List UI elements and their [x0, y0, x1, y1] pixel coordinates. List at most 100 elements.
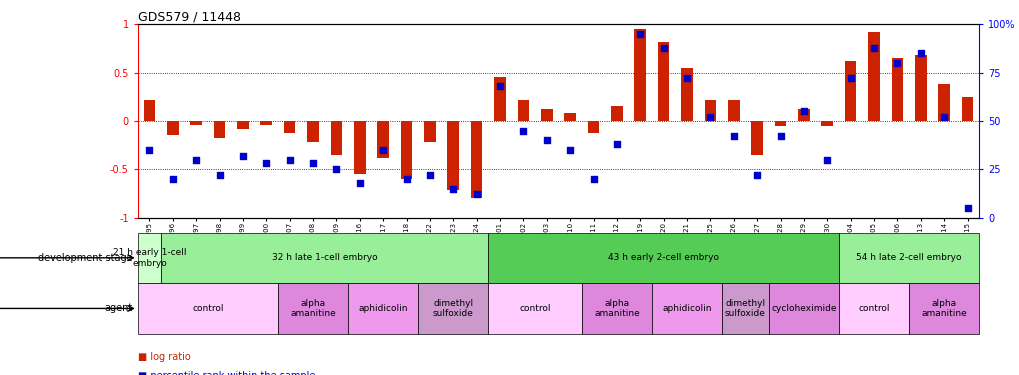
Bar	[891, 58, 903, 121]
Bar	[721, 283, 768, 334]
Point	[281, 157, 298, 163]
Bar	[657, 42, 668, 121]
Bar	[400, 121, 412, 179]
Bar	[277, 283, 347, 334]
Point	[889, 60, 905, 66]
Text: 32 h late 1-cell embryo: 32 h late 1-cell embryo	[272, 254, 377, 262]
Text: dimethyl
sulfoxide: dimethyl sulfoxide	[725, 299, 765, 318]
Bar	[651, 283, 721, 334]
Text: alpha
amanitine: alpha amanitine	[289, 299, 335, 318]
Text: ■ log ratio: ■ log ratio	[138, 352, 191, 363]
Bar	[488, 283, 581, 334]
Text: ■ percentile rank within the sample: ■ percentile rank within the sample	[138, 371, 315, 375]
Bar	[283, 121, 296, 132]
Bar	[820, 121, 833, 126]
Bar	[424, 121, 435, 142]
Point	[771, 134, 788, 140]
Text: 21 h early 1-cell
embryо: 21 h early 1-cell embryо	[112, 248, 185, 267]
Bar	[517, 100, 529, 121]
Point	[444, 186, 461, 192]
Bar	[354, 121, 365, 174]
Point	[608, 141, 625, 147]
Point	[328, 166, 344, 172]
Bar	[191, 121, 202, 125]
Point	[865, 45, 881, 51]
Bar	[681, 68, 692, 121]
Bar	[768, 283, 838, 334]
Text: alpha
amanitine: alpha amanitine	[593, 299, 639, 318]
Bar	[167, 121, 178, 135]
Point	[959, 205, 975, 211]
Bar	[347, 283, 418, 334]
Bar	[610, 106, 623, 121]
Bar	[728, 100, 739, 121]
Bar	[488, 232, 838, 283]
Point	[632, 31, 648, 37]
Point	[655, 45, 672, 51]
Point	[818, 157, 835, 163]
Point	[795, 108, 811, 114]
Bar	[838, 283, 908, 334]
Text: development stage: development stage	[38, 253, 132, 263]
Bar	[138, 232, 161, 283]
Point	[842, 75, 858, 81]
Point	[305, 160, 321, 166]
Text: alpha
amanitine: alpha amanitine	[920, 299, 966, 318]
Point	[375, 147, 391, 153]
Bar	[914, 55, 925, 121]
Point	[585, 176, 601, 182]
Point	[515, 128, 531, 134]
Text: GDS579 / 11448: GDS579 / 11448	[138, 10, 240, 23]
Bar	[797, 110, 809, 121]
Bar	[704, 100, 715, 121]
Text: aphidicolin: aphidicolin	[661, 304, 711, 313]
Bar	[161, 232, 488, 283]
Text: control: control	[857, 304, 889, 313]
Bar	[471, 121, 482, 198]
Point	[258, 160, 274, 166]
Bar	[447, 121, 459, 190]
Bar	[634, 29, 645, 121]
Bar	[260, 121, 272, 125]
Bar	[138, 283, 277, 334]
Bar	[844, 61, 856, 121]
Bar	[330, 121, 342, 155]
Bar	[751, 121, 762, 155]
Point	[234, 153, 251, 159]
Point	[561, 147, 578, 153]
Point	[211, 172, 227, 178]
Point	[491, 83, 507, 89]
Bar	[377, 121, 388, 158]
Bar	[213, 121, 225, 138]
Text: control: control	[519, 304, 550, 313]
Bar	[564, 113, 576, 121]
Point	[421, 172, 437, 178]
Point	[679, 75, 695, 81]
Bar	[236, 121, 249, 129]
Text: 54 h late 2-cell embryo: 54 h late 2-cell embryo	[856, 254, 961, 262]
Text: 43 h early 2-cell embryo: 43 h early 2-cell embryo	[607, 254, 718, 262]
Bar	[937, 84, 949, 121]
Bar	[144, 100, 155, 121]
Bar	[587, 121, 599, 132]
Text: agent: agent	[104, 303, 132, 313]
Point	[538, 137, 554, 143]
Bar	[773, 121, 786, 126]
Point	[912, 50, 928, 56]
Point	[164, 176, 180, 182]
Point	[701, 114, 717, 120]
Bar	[961, 97, 972, 121]
Point	[141, 147, 157, 153]
Point	[725, 134, 741, 140]
Point	[187, 157, 204, 163]
Text: cycloheximide: cycloheximide	[770, 304, 836, 313]
Bar	[867, 32, 879, 121]
Point	[935, 114, 952, 120]
Point	[468, 191, 484, 197]
Point	[748, 172, 764, 178]
Bar	[908, 283, 978, 334]
Text: aphidicolin: aphidicolin	[358, 304, 408, 313]
Text: dimethyl
sulfoxide: dimethyl sulfoxide	[432, 299, 473, 318]
Text: control: control	[192, 304, 223, 313]
Point	[352, 180, 368, 186]
